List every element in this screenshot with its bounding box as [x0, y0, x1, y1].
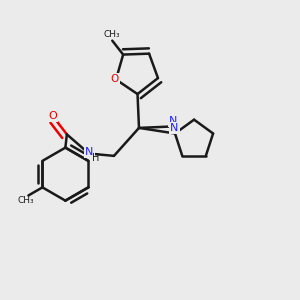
Text: O: O	[48, 110, 57, 121]
Text: H: H	[92, 153, 99, 163]
Text: O: O	[110, 74, 119, 84]
Text: N: N	[170, 123, 178, 133]
Text: N: N	[85, 147, 93, 157]
Text: CH₃: CH₃	[104, 30, 121, 39]
Text: CH₃: CH₃	[17, 196, 34, 205]
Text: N: N	[169, 116, 178, 126]
